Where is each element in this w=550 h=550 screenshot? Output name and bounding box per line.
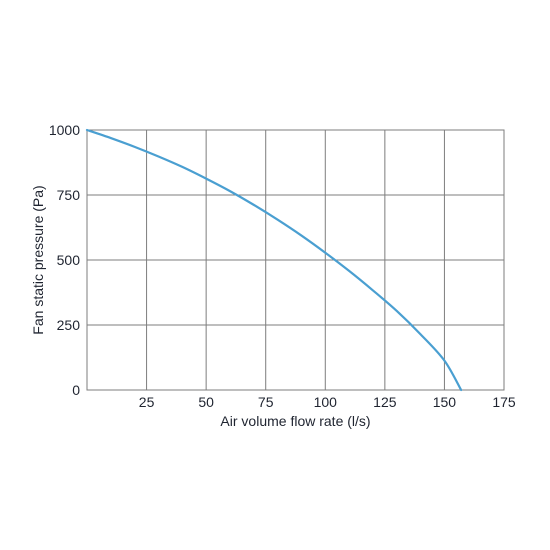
y-tick-label: 500 (57, 252, 81, 268)
series-layer (85, 128, 463, 392)
y-tick-label: 750 (57, 187, 81, 203)
y-tick-label: 0 (72, 382, 80, 398)
x-tick-label: 75 (258, 394, 274, 410)
x-tick-label: 125 (373, 394, 397, 410)
y-tick-label: 250 (57, 317, 81, 333)
y-axis-ticks: 0 250 500 750 1000 (49, 122, 80, 398)
y-tick-label: 1000 (49, 122, 80, 138)
x-tick-label: 150 (433, 394, 457, 410)
x-tick-label: 100 (314, 394, 338, 410)
x-axis-ticks: 25 50 75 100 125 150 175 (139, 394, 516, 410)
y-axis-title: Fan static pressure (Pa) (30, 185, 46, 334)
series-line-0 (85, 128, 463, 392)
plot-frame (86, 129, 505, 391)
x-tick-label: 175 (492, 394, 516, 410)
x-tick-label: 50 (198, 394, 214, 410)
x-axis-title: Air volume flow rate (l/s) (220, 413, 370, 429)
x-tick-label: 25 (139, 394, 155, 410)
grid (87, 129, 505, 391)
